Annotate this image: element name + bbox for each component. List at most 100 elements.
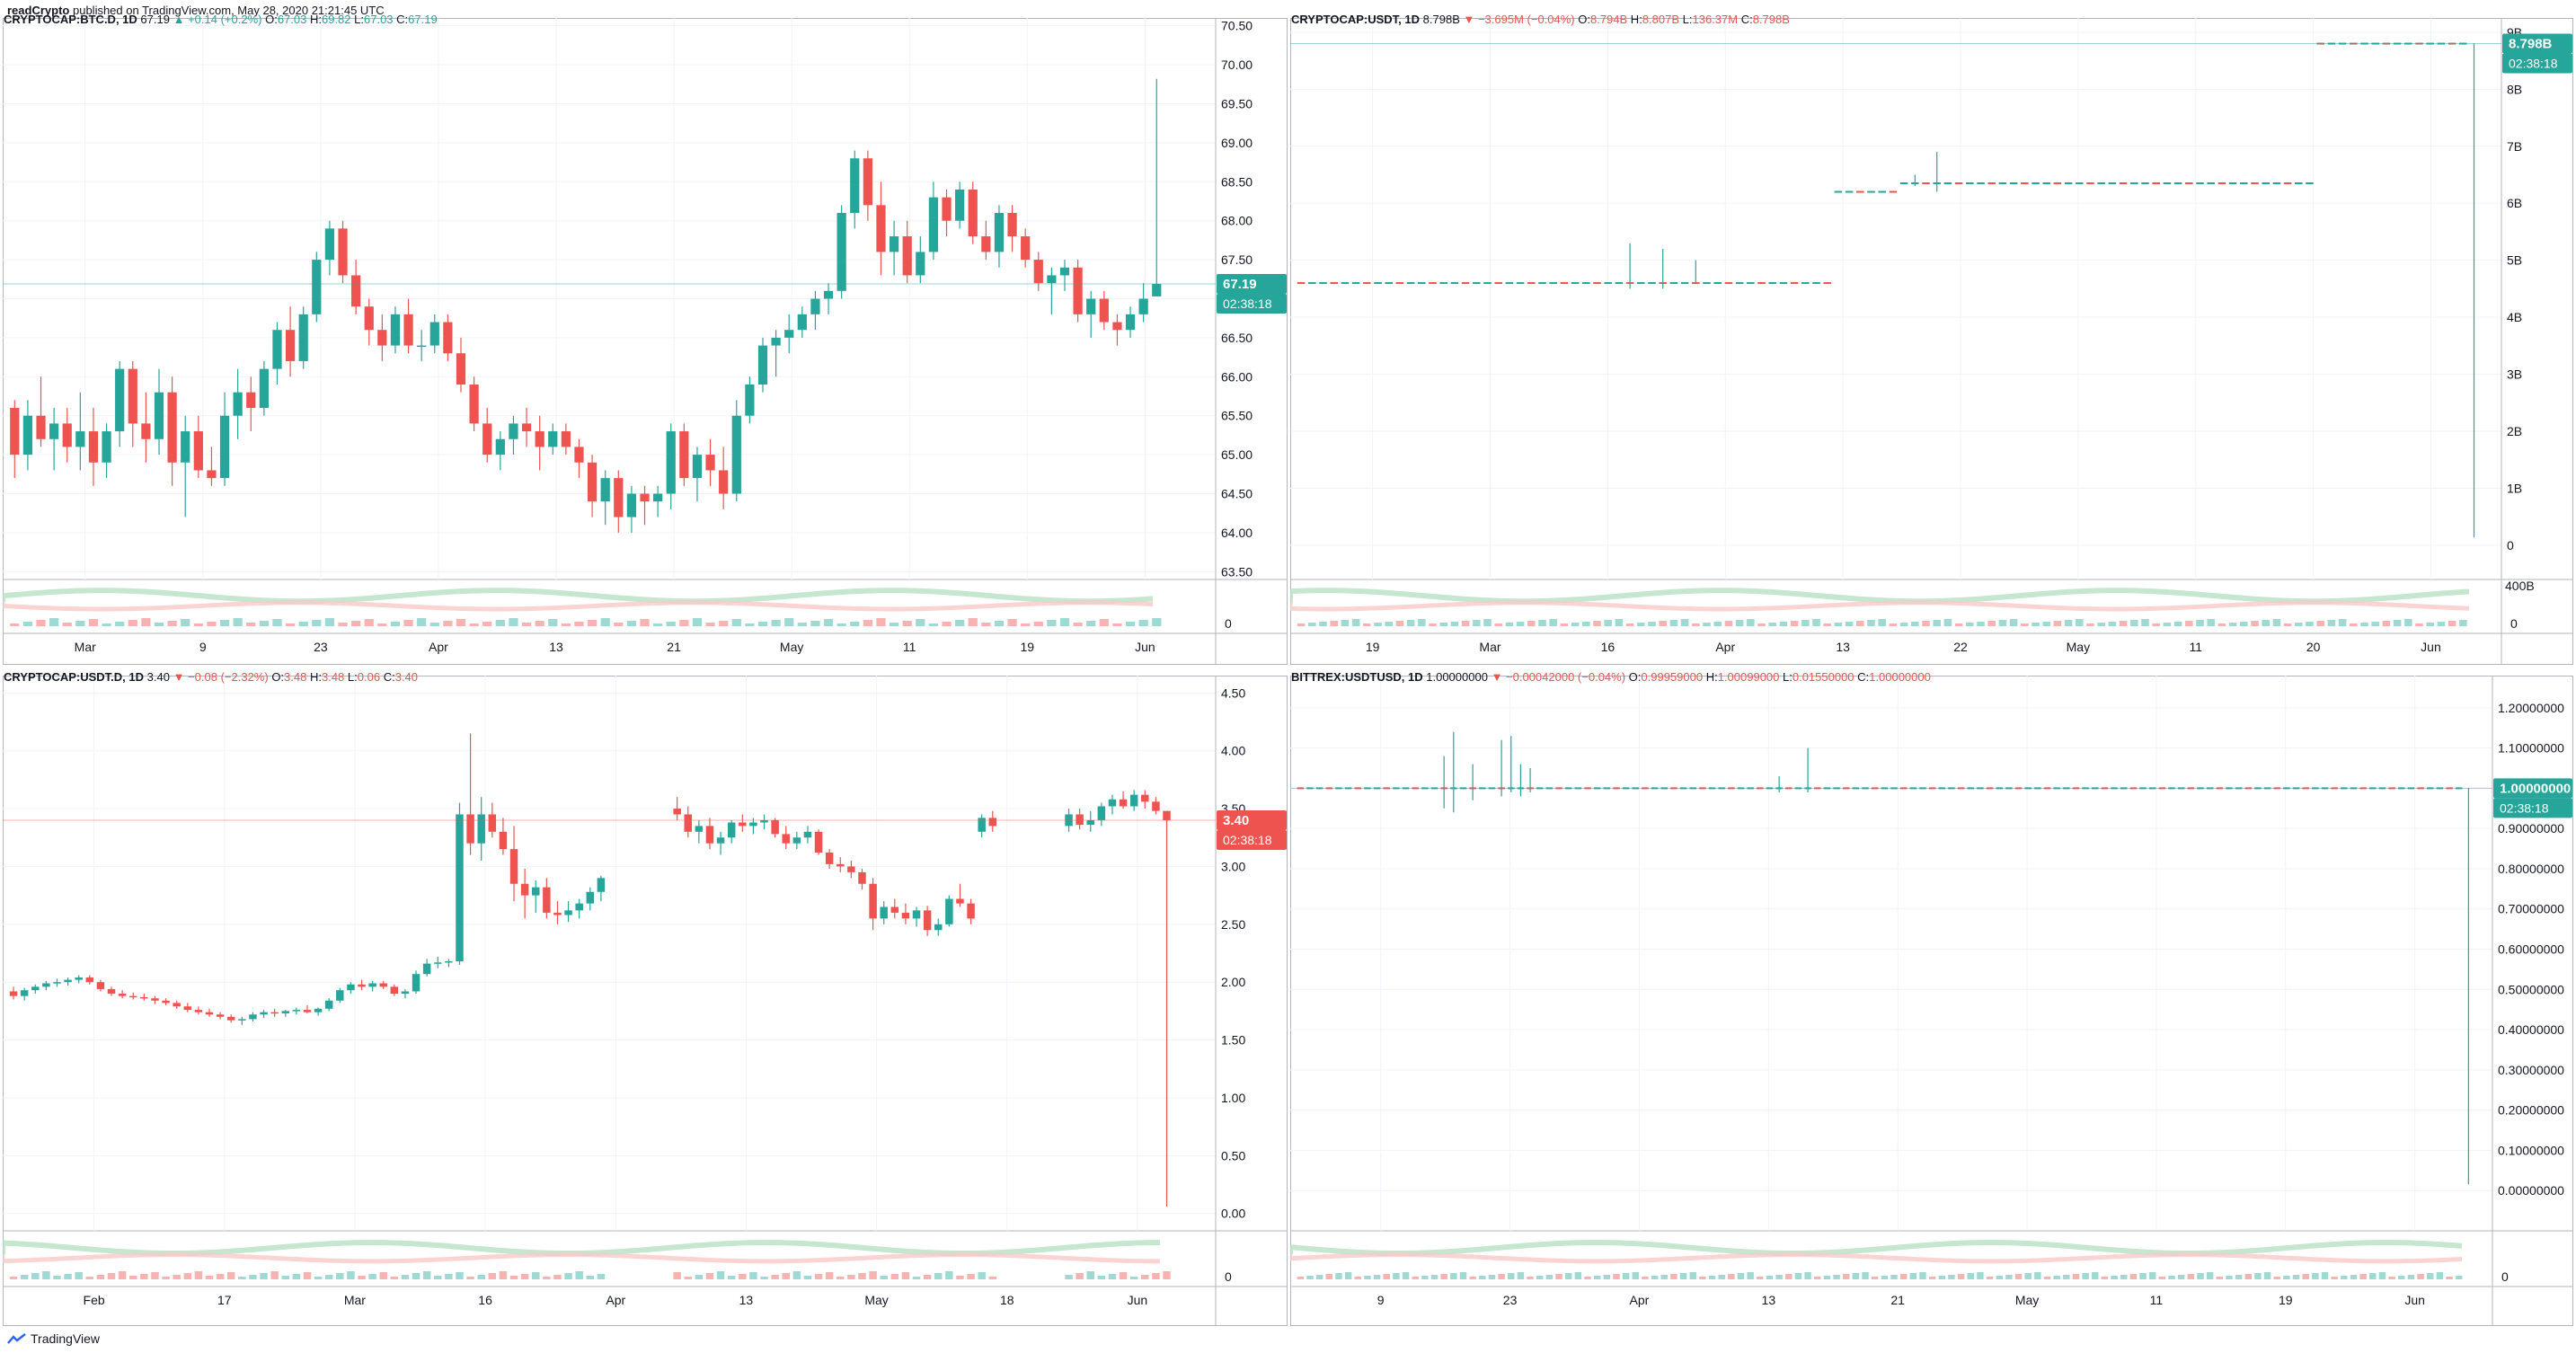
chart-panel-btc-dominance[interactable]: CRYPTOCAP:BTC.D, 1D 67.19 ▲ +0.14 (+0.2%… [3,13,1288,665]
volume-bar [1076,1273,1084,1279]
candle-body [324,1000,333,1009]
x-tick-label: 13 [549,640,563,654]
candle-body [219,415,230,479]
legend-symbol[interactable]: CRYPTOCAP:BTC.D, 1D [4,13,137,26]
volume-bar [1429,623,1437,626]
volume-bar [2092,1272,2099,1279]
volume-bar [1670,1274,1677,1279]
volume-bar [1967,1273,1974,1279]
volume-bar [1119,1272,1128,1279]
volume-bar [1549,619,1557,626]
volume-bar [1648,622,1656,626]
candle-body [314,1008,323,1013]
volume-bar [390,1277,399,1279]
volume-bar [1306,1276,1314,1279]
y-tick-label: 65.50 [1221,409,1253,423]
candle-body [141,423,151,439]
volume-bar [2042,622,2050,626]
candle-body [705,826,714,844]
volume-bar [118,1271,127,1279]
volume-bar [1768,623,1776,626]
volume-bar [2226,1276,2233,1279]
candle-body [863,158,872,206]
x-tick-label: 16 [1601,640,1616,654]
legend-symbol[interactable]: CRYPTOCAP:USDT.D, 1D [4,670,145,684]
author-name[interactable]: readCrypto [7,4,70,17]
volume-bar [2014,1274,2023,1279]
candle-body [967,903,975,919]
volume-bar [96,1275,105,1279]
y-tick-label: 0.30000000 [2498,1063,2564,1077]
volume-bar [1785,1274,1793,1279]
chart-panel-usdt-marketcap[interactable]: CRYPTOCAP:USDT, 1D 8.798B ▼ −3.695M (−0.… [1290,13,2573,665]
volume-bar [2371,622,2379,626]
volume-bar [1823,1276,1831,1279]
candle-body [1007,213,1017,237]
chart-panel-usdtusd[interactable]: BITTREX:USDTUSD, 1D 1.00000000 ▼ −0.0004… [1290,670,2573,1326]
volume-bar [1593,1276,1601,1279]
candle-body [1119,799,1128,807]
candle-body [246,392,256,409]
volume-bar [792,1271,801,1279]
volume-bar [1047,620,1057,626]
candle-body [53,982,61,984]
volume-bar [233,618,243,626]
volume-bar [679,620,689,626]
legend-high: 8.807B [1642,13,1680,26]
candle-body [205,1012,214,1015]
volume-bar [532,1272,540,1279]
y-tick-label: 4.00 [1221,744,1245,758]
volume-bar [814,1274,823,1279]
volume-bar [2063,1275,2070,1279]
legend-symbol[interactable]: CRYPTOCAP:USDT, 1D [1291,13,1421,26]
legend-change: ▼ −0.08 (−2.32%) [173,670,269,684]
candle-body [9,991,18,996]
y-tick-label: 0.70000000 [2498,902,2564,916]
candle-body [810,298,820,314]
candle-body [151,998,159,1001]
chart-panel-usdt-dominance[interactable]: CRYPTOCAP:USDT.D, 1D 3.40 ▼ −0.08 (−2.32… [3,670,1288,1326]
volume-bar [1689,1272,1696,1279]
volume-bar [2129,1274,2138,1279]
volume-bar [757,622,768,626]
chart-svg-usdtusd[interactable]: 0.00000000 0.10000000 0.20000000 0.30000000… [1290,676,2573,1326]
volume-bar [53,1276,61,1279]
volume-bar [564,1273,572,1279]
volume-bar [1033,622,1043,626]
x-tick-label: Apr [1715,640,1735,654]
chart-svg-usdt-dominance[interactable]: 0.000.501.001.502.002.503.003.504.004.50… [3,676,1288,1326]
volume-bar [956,1276,964,1279]
volume-bar [2350,1275,2358,1279]
volume-bar [2316,621,2324,626]
x-tick-label: Jun [1128,1293,1148,1307]
volume-bar [434,1276,442,1279]
volume-bar [1325,1274,1333,1279]
volume-bar [1871,1277,1879,1279]
volume-bar [797,623,807,626]
chart-svg-btc-dominance[interactable]: 63.5064.0064.5065.0065.5066.0066.5067.00… [3,18,1288,665]
candle-body [249,1014,257,1020]
candle-body [403,314,413,346]
volume-bar [2158,1277,2166,1279]
volume-bar [880,1276,888,1279]
legend-symbol[interactable]: BITTREX:USDTUSD, 1D [1291,670,1423,684]
volume-bar [154,623,164,626]
candle-body [716,837,725,844]
volume-bar [445,1274,453,1279]
candle-body [955,189,965,221]
tradingview-footer[interactable]: TradingView [7,1331,100,1346]
volume-bar [2141,619,2149,626]
volume-bar [272,619,282,626]
volume-bar [1488,1275,1496,1279]
volume-bar [1680,619,1689,626]
y-tick-label: 66.50 [1221,331,1253,345]
y-tick-label: 0.00 [1221,1207,1245,1221]
volume-bar [2206,1272,2214,1279]
legend-high: 69.82 [321,13,351,26]
volume-bar [2338,619,2347,626]
volume-bar [2382,621,2391,626]
oscillator-band-upper [1290,1240,2463,1257]
volume-bar [246,623,256,626]
candle-body [684,814,692,832]
